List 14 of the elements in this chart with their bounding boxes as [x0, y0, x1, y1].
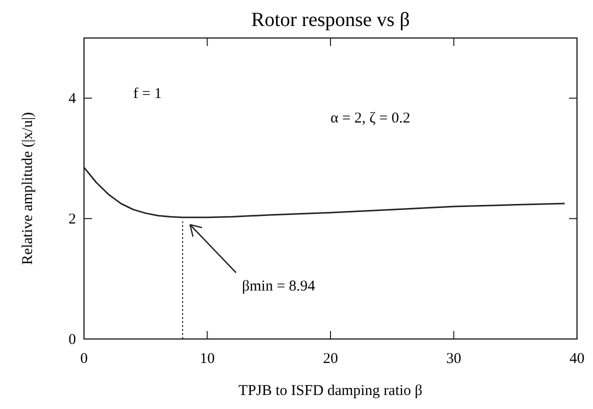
y-axis-title: Relative amplitude (|x/u|) — [20, 112, 36, 265]
y-tick-label: 2 — [68, 212, 76, 228]
x-tick-label: 30 — [446, 351, 462, 367]
y-tick-label: 4 — [68, 91, 76, 108]
y-tick-label: 0 — [68, 332, 76, 348]
x-tick-label: 10 — [200, 351, 215, 367]
chart-title: Rotor response vs β — [251, 9, 410, 31]
x-tick-label: 0 — [80, 351, 88, 367]
annotation: βmin = 8.94 — [242, 278, 316, 295]
x-axis-title: TPJB to ISFD damping ratio β — [238, 383, 422, 399]
annotation: f = 1 — [133, 86, 162, 102]
x-tick-label: 20 — [323, 351, 338, 367]
annotation: α = 2, ζ = 0.2 — [330, 110, 410, 126]
x-tick-label: 40 — [570, 351, 584, 367]
